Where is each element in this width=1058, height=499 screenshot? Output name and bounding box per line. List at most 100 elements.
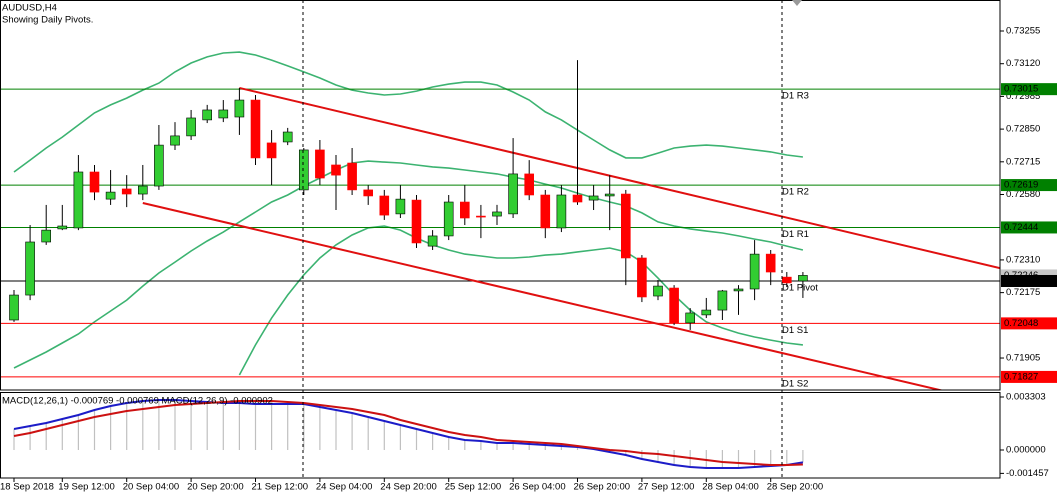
- macd-bar: [786, 450, 788, 466]
- main-plot: D1 R3 D1 R2 D1 R1 D1 Pivot D1 S1 D1 S2: [0, 51, 1000, 390]
- macd-bar: [110, 406, 112, 451]
- y-tick-label: 0.72580: [1006, 189, 1040, 200]
- y-tick-label: 0.73255: [1006, 26, 1040, 37]
- pivot-price-label: 0.71827: [1004, 371, 1038, 382]
- pivot-price-box: [1001, 370, 1057, 383]
- macd-bar: [399, 425, 401, 451]
- y-tick-label: 0.000000: [1006, 445, 1046, 456]
- macd-bar: [61, 419, 63, 451]
- trendline: [142, 202, 944, 390]
- candle-body: [138, 185, 148, 195]
- y-tick-label: 0.72715: [1006, 156, 1040, 167]
- candle-body: [363, 189, 374, 197]
- candle-body: [9, 294, 19, 321]
- macd-bar: [448, 437, 450, 451]
- x-tick-label: 24 Sep 20:00: [380, 482, 437, 493]
- macd-bar: [222, 403, 224, 451]
- pivot-price-label: 0.73015: [1004, 84, 1038, 95]
- candle-body: [282, 131, 293, 143]
- y-tick-label: -0.001457: [1006, 468, 1049, 479]
- macd-bar: [770, 450, 772, 466]
- candle-body: [459, 201, 470, 219]
- pivot-price-box: [1001, 274, 1057, 287]
- macd-plot: [13, 399, 804, 469]
- macd-bar: [190, 401, 192, 451]
- x-tick-label: 21 Sep 12:00: [252, 482, 309, 493]
- x-tick-label: 25 Sep 12:00: [445, 482, 502, 493]
- macd-bar: [303, 404, 305, 451]
- candle-body: [701, 309, 712, 316]
- candle-body: [234, 99, 245, 118]
- x-tick-label: 26 Sep 20:00: [574, 482, 631, 493]
- x-tick-label: 18 Sep 2018: [0, 482, 54, 493]
- y-tick-label: 0.72850: [1006, 124, 1040, 135]
- chart-subtitle: Showing Daily Pivots.: [2, 15, 93, 26]
- macd-bar: [528, 444, 530, 451]
- y-tick-label: 0.73120: [1006, 58, 1040, 69]
- candle-body: [685, 312, 696, 324]
- candle-body: [653, 285, 663, 297]
- pivot-price-box: [1001, 221, 1057, 234]
- candle-body: [798, 275, 808, 282]
- pivot-price-box: [1001, 179, 1057, 192]
- macd-bar: [544, 444, 546, 451]
- candle-body: [556, 194, 567, 229]
- macd-bar: [802, 450, 804, 463]
- x-tick-label: 28 Sep 20:00: [767, 482, 824, 493]
- candle-body: [250, 99, 261, 159]
- macd-bar: [319, 407, 321, 451]
- x-tick-label: 27 Sep 12:00: [638, 482, 695, 493]
- candle-body: [202, 109, 212, 121]
- candle-body: [765, 253, 776, 273]
- pivot-label: D1 Pivot: [782, 283, 818, 294]
- candle-body: [266, 142, 277, 159]
- candle-body: [218, 109, 229, 119]
- macd-bar: [657, 450, 659, 463]
- macd-bar: [721, 450, 723, 469]
- candle-body: [73, 171, 84, 229]
- plot-frame: [0, 0, 1001, 391]
- macd-bar: [625, 450, 627, 456]
- candle-body: [57, 225, 68, 230]
- candle-body: [154, 144, 164, 187]
- candle-body: [105, 191, 116, 200]
- candle-body: [395, 198, 406, 215]
- candle-body: [749, 253, 760, 290]
- macd-bar: [77, 415, 79, 451]
- macd-bar: [93, 410, 96, 451]
- y-tick-label: 0.003303: [1006, 392, 1046, 403]
- pivot-label: D1 R1: [782, 229, 809, 240]
- macd-bar: [287, 404, 289, 451]
- candle-body: [492, 211, 502, 217]
- pivot-price-label: 0.72048: [1004, 318, 1038, 329]
- macd-bar: [174, 400, 176, 451]
- candle-body: [540, 194, 551, 229]
- candle-body: [347, 162, 357, 191]
- candle-body: [331, 164, 341, 176]
- macd-bar: [142, 401, 144, 451]
- chart-title: AUDUSD,H4: [2, 3, 57, 14]
- pivot-label: D1 R3: [782, 91, 809, 102]
- macd-bar: [367, 416, 369, 451]
- x-tick-label: 19 Sep 12:00: [58, 482, 115, 493]
- candle-body: [588, 195, 599, 201]
- pivot-price-label: 0.72444: [1004, 222, 1038, 233]
- band-line: [13, 160, 804, 369]
- candle-body: [733, 288, 744, 292]
- candle-body: [669, 287, 679, 324]
- macd-bar: [415, 428, 418, 451]
- macd-line: [13, 399, 804, 469]
- candle-body: [427, 235, 438, 247]
- macd-bar: [126, 403, 128, 451]
- candle-body: [379, 195, 390, 216]
- macd-bar: [432, 433, 434, 451]
- macd-bar: [737, 450, 740, 469]
- macd-bar: [238, 403, 240, 451]
- candle-body: [717, 290, 728, 311]
- macd-bar: [158, 400, 160, 451]
- candle-body: [25, 241, 35, 296]
- pivot-price-label: 0.72223: [1004, 276, 1038, 287]
